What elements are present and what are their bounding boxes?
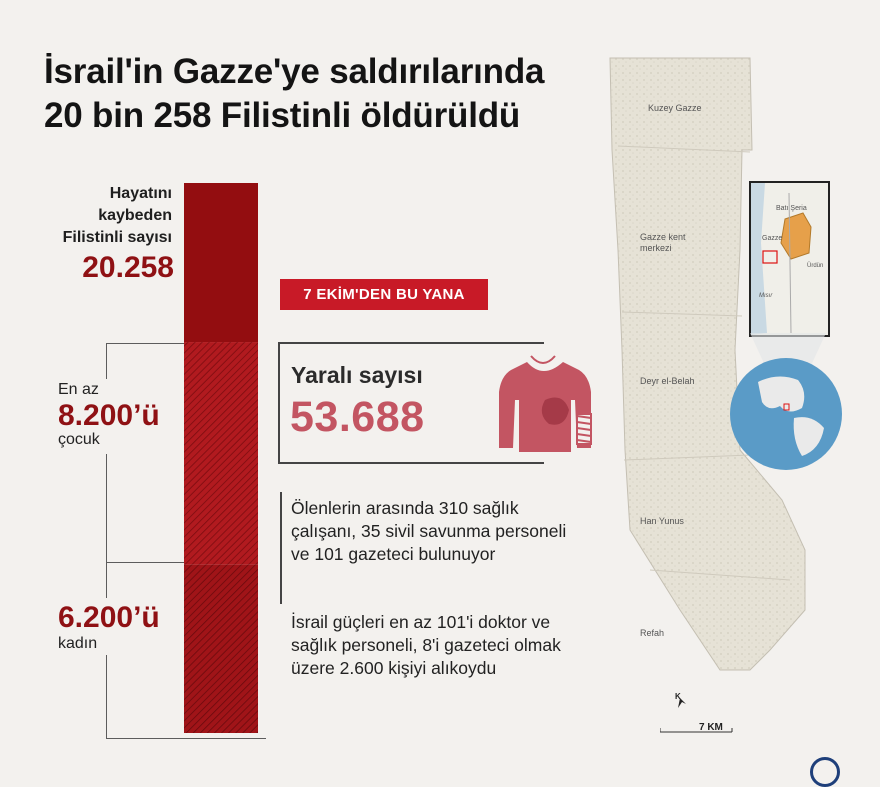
injured-label: Yaralı sayısı <box>291 362 423 388</box>
deaths-label-line-3: Filistinli sayısı <box>62 229 172 246</box>
bracket-women-vert-bottom <box>106 655 107 739</box>
region-label-rafah: Refah <box>640 628 665 638</box>
deaths-label-line-2: kaybeden <box>98 207 172 224</box>
bar-segment-women <box>184 564 258 733</box>
north-label: K <box>675 692 681 701</box>
injured-person-icon <box>499 355 592 452</box>
bracket-divider <box>106 562 188 563</box>
region-label-khan-younis: Han Yunus <box>640 516 684 526</box>
deaths-label-line-1: Hayatını <box>109 185 172 202</box>
bar-segment-children <box>184 342 258 565</box>
bracket-children-vert-top <box>106 343 107 379</box>
scale-label: 7 KM <box>699 722 723 733</box>
deaths-label: Hayatını kaybeden Filistinli sayısı <box>40 183 172 249</box>
region-inset-map-svg <box>751 183 828 335</box>
children-value: 8.200’ü <box>58 399 160 432</box>
region-inset-map: Batı Şeria Gazze Ürdün Mısır <box>749 181 830 337</box>
deaths-value: 20.258 <box>82 251 174 284</box>
since-oct-7-badge: 7 EKİM'DEN BU YANA <box>280 279 488 310</box>
north-arrow-icon <box>678 698 686 708</box>
region-label-deir-al-balah: Deyr el-Belah <box>640 376 695 386</box>
bar-segment-other <box>184 183 258 343</box>
title-line-1: İsrail'in Gazze'ye saldırılarında <box>44 52 545 91</box>
bracket-children-vert-bottom <box>106 454 107 562</box>
injured-value: 53.688 <box>290 393 425 441</box>
page-title: İsrail'in Gazze'ye saldırılarında 20 bin… <box>44 50 604 138</box>
agency-logo-icon <box>810 757 840 787</box>
bracket-children-top <box>106 343 188 344</box>
women-value: 6.200’ü <box>58 601 160 634</box>
children-prefix: En az <box>58 381 99 398</box>
inset-label-jordan: Ürdün <box>807 263 824 269</box>
women-suffix: kadın <box>58 635 98 652</box>
globe-locator <box>730 333 842 470</box>
children-suffix: çocuk <box>58 431 100 448</box>
bracket-bottom <box>106 738 266 739</box>
injured-box <box>278 342 544 464</box>
gaza-strip-outline <box>609 57 806 671</box>
map-scale <box>660 698 733 733</box>
notes-divider <box>280 492 282 604</box>
note-casualties: Ölenlerin arasında 310 sağlık çalışanı, … <box>291 498 567 564</box>
inset-label-west-bank: Batı Şeria <box>776 205 807 212</box>
region-label-north-gaza: Kuzey Gazze <box>648 103 702 113</box>
stacked-bar-chart <box>184 183 258 733</box>
bracket-women-vert-top <box>106 562 107 598</box>
inset-label-egypt: Mısır <box>759 293 773 299</box>
note-detainees: İsrail güçleri en az 101'i doktor ve sağ… <box>291 612 561 678</box>
inset-label-gaza: Gazze <box>762 235 783 242</box>
gaza-map <box>609 57 806 671</box>
title-line-2: 20 bin 258 Filistinli öldürüldü <box>44 96 521 135</box>
region-label-gaza-city: Gazze kent merkezi <box>640 232 686 253</box>
